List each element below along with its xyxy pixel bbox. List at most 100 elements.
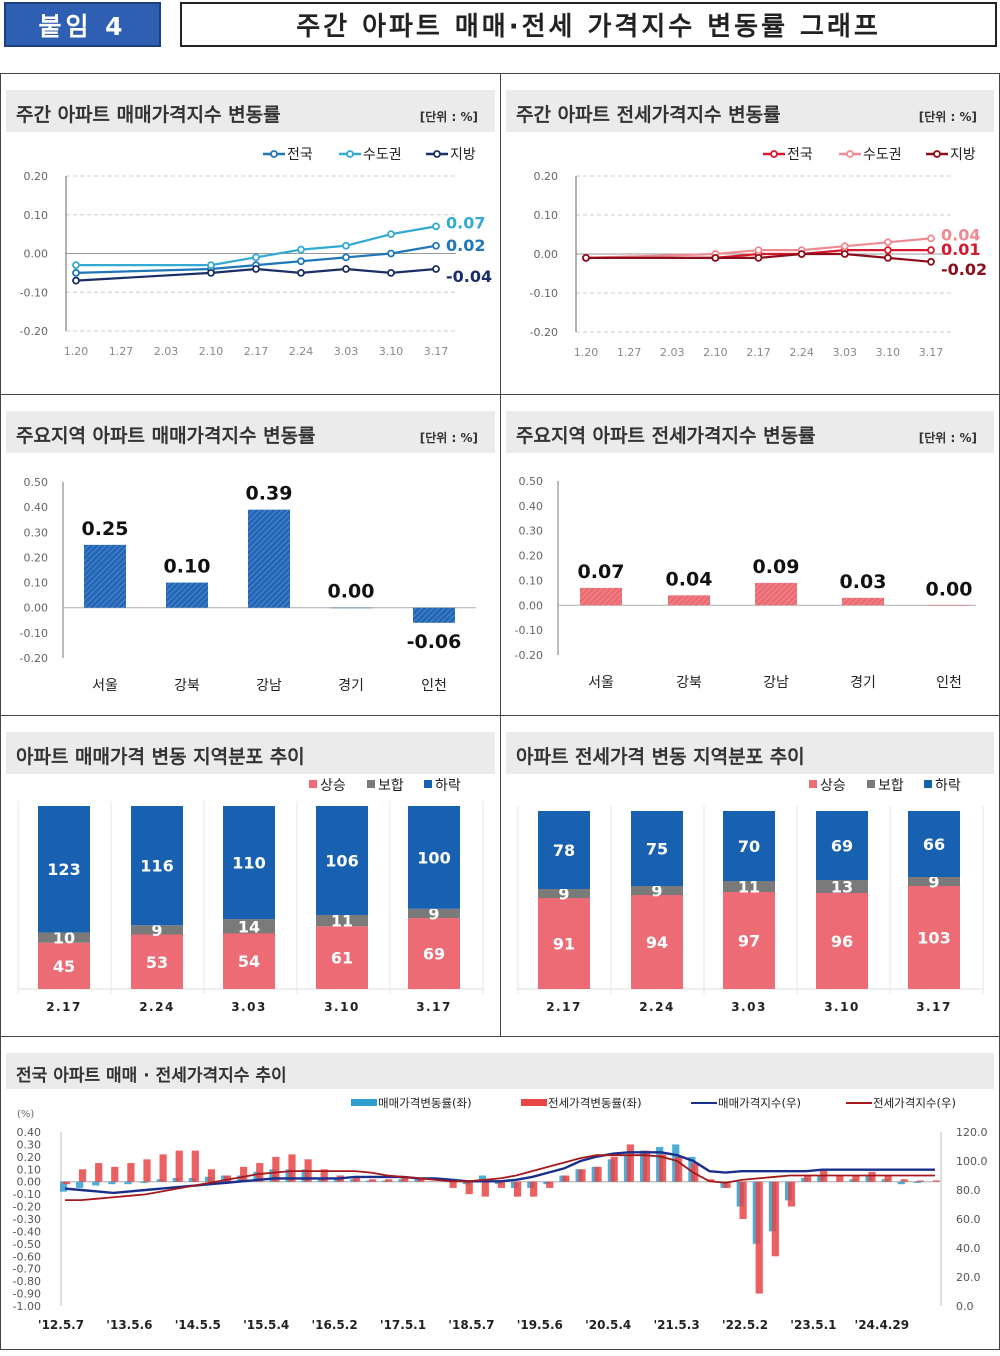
- stacked-segment: [908, 886, 960, 989]
- segment-label: 96: [831, 932, 853, 951]
- y-tick-label: 0.40: [519, 500, 544, 513]
- legend-marker: [933, 150, 941, 158]
- rate-bar: [481, 1181, 489, 1197]
- rate-bar: [207, 1169, 216, 1182]
- y-tick-label: -0.20: [20, 325, 48, 338]
- page-title: 주간 아파트 매매·전세 가격지수 변동률 그래프: [180, 2, 997, 47]
- y-tick-label: -0.10: [20, 627, 48, 640]
- data-point: [432, 265, 440, 273]
- stacked-segment: [131, 934, 183, 989]
- rate-bar: [610, 1156, 618, 1182]
- chart-title: 전국 아파트 매매 · 전세가격지수 추이: [6, 1053, 994, 1089]
- x-tick-label: '14.5.5: [175, 1318, 221, 1332]
- data-label: 0.04: [666, 568, 713, 590]
- rate-bar: [868, 1171, 876, 1182]
- stacked-segment: [723, 881, 775, 892]
- y-tick-label: -0.10: [13, 1188, 41, 1201]
- bar: [330, 607, 372, 609]
- data-label: 0.10: [164, 556, 211, 578]
- x-category-label: 서울: [588, 675, 614, 691]
- data-label: 0.09: [753, 556, 800, 578]
- index-line: [64, 1151, 935, 1195]
- data-point: [797, 250, 806, 258]
- y-tick-label: 0.00: [17, 1176, 42, 1189]
- x-tick-label: 2.03: [154, 345, 179, 358]
- bar: [928, 605, 970, 606]
- rate-bar: [175, 1150, 183, 1182]
- data-point: [297, 268, 305, 277]
- x-tick-label: 1.20: [64, 345, 89, 358]
- end-value-label: 0.02: [446, 236, 485, 255]
- x-category-label: 3.17: [416, 1000, 452, 1014]
- stacked-segment: [816, 811, 868, 880]
- data-point: [582, 253, 590, 262]
- chart-plot: (%)0.400.300.200.100.00-0.10-0.20-0.30-0…: [13, 1096, 988, 1332]
- segment-label: 100: [417, 848, 450, 867]
- rate-bar: [852, 1175, 860, 1182]
- bar: [755, 582, 797, 606]
- stacked-segment: [316, 806, 368, 915]
- rate-bar: [497, 1181, 506, 1188]
- legend-swatch: [367, 780, 375, 788]
- x-category-label: 2.24: [639, 1000, 675, 1014]
- bar: [580, 587, 622, 606]
- chart-plot: 상승 보합 하락 45 10 123 2.17 53 9 116 2.24 54 14 110 3.03 61…: [17, 778, 484, 1014]
- rate-bar: [916, 1180, 924, 1182]
- y-tick-label: 0.20: [24, 170, 49, 183]
- legend-label: 상승: [320, 778, 346, 794]
- rate-bar: [76, 1181, 84, 1188]
- data-point: [207, 268, 215, 277]
- rate-bar: [675, 1156, 683, 1182]
- bar: [166, 582, 208, 608]
- rate-bar: [897, 1181, 905, 1185]
- x-tick-label: '18.5.7: [448, 1318, 494, 1332]
- stacked-segment: [723, 892, 775, 989]
- panel-nation-trend: 전국 아파트 매매 · 전세가격지수 추이 (%) 0.40 0.30 0.20 0.1…: [0, 1036, 1000, 1350]
- data-point: [72, 261, 80, 270]
- panel-weekly-sale: 주간 아파트 매매가격지수 변동률 [단위 : %] 0.20 0.10 0.00 -…: [0, 73, 501, 395]
- legend-marker: [346, 150, 354, 158]
- data-point: [883, 246, 892, 255]
- y-axis-unit: (%): [17, 1109, 34, 1120]
- panel-weekly-jeonse: 주간 아파트 전세가격지수 변동률 [단위 : %] 0.20 0.10 0.00 -…: [500, 73, 1000, 395]
- x-tick-label: 1.27: [617, 346, 642, 359]
- data-point: [927, 246, 935, 255]
- rate-bar: [884, 1175, 892, 1182]
- rate-bar: [562, 1175, 570, 1182]
- bar: [84, 544, 126, 608]
- x-tick-label: '22.5.2: [722, 1318, 768, 1332]
- data-point: [927, 234, 935, 243]
- x-category-label: 인천: [936, 675, 962, 691]
- stacked-segment: [631, 811, 683, 886]
- x-category-label: 3.03: [231, 1000, 267, 1014]
- x-category-label: 3.10: [824, 1000, 860, 1014]
- legend-label: 수도권: [363, 147, 402, 163]
- y-tick-label: -0.40: [13, 1225, 41, 1238]
- x-tick-label: '24.4.29: [855, 1318, 910, 1332]
- legend-swatch: [309, 780, 317, 788]
- rate-bar: [642, 1150, 651, 1182]
- data-point: [342, 241, 350, 250]
- rate-bar: [626, 1144, 634, 1182]
- stacked-segment: [38, 942, 90, 989]
- chart-plot: 0.20 0.10 0.00 -0.10 -0.20 1.20 1.27 2.03 2.10 2.…: [20, 147, 493, 358]
- x-tick-label: '16.5.2: [311, 1318, 357, 1332]
- legend-label: 전국: [287, 147, 313, 163]
- y-tick-label: -0.10: [515, 624, 543, 637]
- x-tick-label: 3.03: [334, 345, 359, 358]
- x-category-label: 3.17: [916, 1000, 952, 1014]
- segment-label: 11: [331, 912, 353, 931]
- x-category-label: 서울: [92, 678, 118, 694]
- x-category-label: 경기: [338, 678, 364, 694]
- chart-plot: 0.50 0.40 0.30 0.20 0.10 0.00 -0.10 -0.20 0.07 서울…: [515, 475, 976, 691]
- chart-plot: 0.20 0.10 0.00 -0.10 -0.20 1.20 1.27 2.03 2.10 2.…: [530, 147, 988, 359]
- legend-swatch: [924, 780, 932, 788]
- segment-label: 75: [646, 840, 668, 859]
- y2-tick-label: 80.0: [956, 1184, 981, 1197]
- legend-swatch: [809, 780, 817, 788]
- data-point: [387, 268, 395, 277]
- y-tick-label: -1.00: [13, 1300, 41, 1313]
- chart-title: 아파트 전세가격 변동 지역분포 추이: [506, 732, 994, 774]
- y-tick-label: 0.20: [534, 170, 559, 183]
- panel-dist-jeonse: 아파트 전세가격 변동 지역분포 추이 상승 보합 하락 91 9 78 2.17 94 9 75…: [500, 715, 1000, 1037]
